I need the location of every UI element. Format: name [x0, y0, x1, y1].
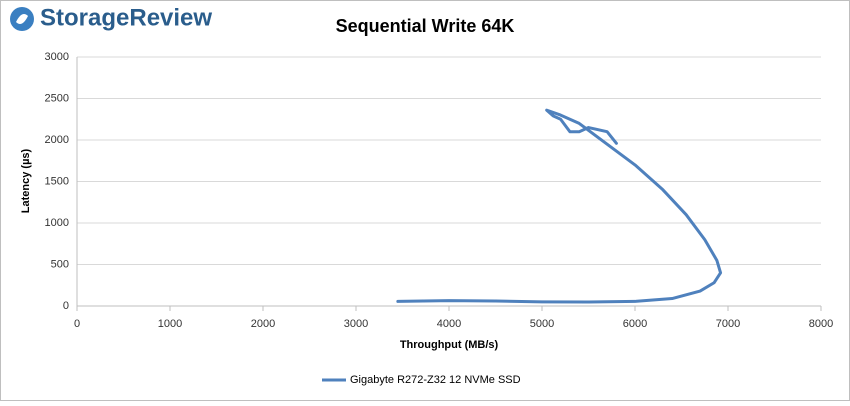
y-tick-label: 3000 [45, 51, 69, 63]
x-tick-label: 3000 [344, 318, 368, 330]
x-tick-label: 4000 [437, 318, 461, 330]
x-tick-label: 5000 [530, 318, 554, 330]
x-tick-label: 6000 [623, 318, 647, 330]
series-line [396, 108, 723, 304]
x-tick-label: 7000 [716, 318, 740, 330]
legend-label: Gigabyte R272-Z32 12 NVMe SSD [350, 374, 521, 386]
y-tick-label: 500 [51, 258, 69, 270]
x-tick-label: 0 [74, 318, 80, 330]
y-axis-label: Latency (µs) [20, 148, 32, 213]
logo-text: StorageReview [40, 4, 212, 31]
y-tick-label: 2500 [45, 92, 69, 104]
x-tick-label: 1000 [158, 318, 182, 330]
logo-icon [10, 7, 34, 31]
y-tick-label: 1000 [45, 217, 69, 229]
chart-title: Sequential Write 64K [336, 16, 515, 36]
x-tick-label: 8000 [809, 318, 833, 330]
x-tick-label: 2000 [251, 318, 275, 330]
x-axis-label: Throughput (MB/s) [400, 339, 499, 351]
y-tick-label: 1500 [45, 175, 69, 187]
y-tick-label: 2000 [45, 134, 69, 146]
y-tick-label: 0 [63, 300, 69, 312]
